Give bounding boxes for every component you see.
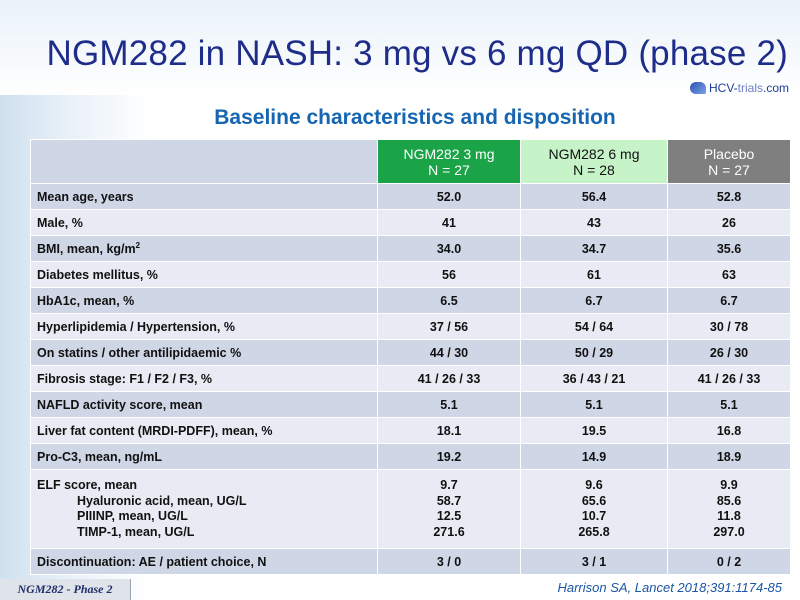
table-row: HbA1c, mean, % 6.5 6.7 6.7	[30, 287, 791, 314]
header-ngm282-6mg: NGM282 6 mg N = 28	[520, 139, 668, 184]
cell-placebo: 18.9	[667, 443, 791, 470]
table-row: Hyperlipidemia / Hypertension, % 37 / 56…	[30, 313, 791, 340]
cell-3mg: 6.5	[377, 287, 521, 314]
cell-6mg: 50 / 29	[520, 339, 668, 366]
row-label: BMI, mean, kg/m2	[30, 235, 378, 262]
slide-subtitle: Baseline characteristics and disposition	[214, 106, 616, 129]
cell-placebo: 26	[667, 209, 791, 236]
cell-6mg: 14.9	[520, 443, 668, 470]
cell-placebo: 41 / 26 / 33	[667, 365, 791, 392]
row-label: Diabetes mellitus, %	[30, 261, 378, 288]
cell-placebo: 30 / 78	[667, 313, 791, 340]
row-label: ELF score, mean Hyaluronic acid, mean, U…	[30, 469, 378, 549]
row-label: Liver fat content (MRDI-PDFF), mean, %	[30, 417, 378, 444]
elf-sub-label: TIMP-1, mean, UG/L	[77, 524, 195, 539]
cell-3mg: 41 / 26 / 33	[377, 365, 521, 392]
row-label: HbA1c, mean, %	[30, 287, 378, 314]
cell-placebo: 16.8	[667, 417, 791, 444]
row-label: On statins / other antilipidaemic %	[30, 339, 378, 366]
cell-3mg: 19.2	[377, 443, 521, 470]
table-row: Discontinuation: AE / patient choice, N …	[30, 548, 791, 575]
cell-6mg: 5.1	[520, 391, 668, 418]
row-label: Hyperlipidemia / Hypertension, %	[30, 313, 378, 340]
hcv-trials-logo: HCV-trials.com	[690, 78, 789, 98]
row-label: Fibrosis stage: F1 / F2 / F3, %	[30, 365, 378, 392]
citation: Harrison SA, Lancet 2018;391:1174-85	[557, 580, 782, 595]
cell-3mg: 3 / 0	[377, 548, 521, 575]
table-row: Male, % 41 43 26	[30, 209, 791, 236]
elf-sub-label: PIIINP, mean, UG/L	[77, 509, 188, 523]
row-label: Discontinuation: AE / patient choice, N	[30, 548, 378, 575]
header-ngm282-3mg: NGM282 3 mg N = 27	[377, 139, 521, 184]
cell-placebo: 0 / 2	[667, 548, 791, 575]
table-row: Mean age, years 52.0 56.4 52.8	[30, 183, 791, 210]
logo-mark-icon	[690, 82, 706, 94]
background-top-gradient	[0, 0, 800, 95]
cell-6mg: 9.6 65.6 10.7 265.8	[520, 469, 668, 549]
cell-3mg: 9.7 58.7 12.5 271.6	[377, 469, 521, 549]
cell-placebo: 5.1	[667, 391, 791, 418]
header-corner-cell	[30, 139, 378, 184]
cell-6mg: 19.5	[520, 417, 668, 444]
logo-text: HCV-trials.com	[709, 81, 790, 95]
elf-sub-label: Hyaluronic acid, mean, UG/L	[77, 493, 247, 508]
cell-6mg: 61	[520, 261, 668, 288]
cell-placebo: 52.8	[667, 183, 791, 210]
cell-6mg: 56.4	[520, 183, 668, 210]
cell-6mg: 43	[520, 209, 668, 236]
cell-3mg: 52.0	[377, 183, 521, 210]
table-row: Fibrosis stage: F1 / F2 / F3, % 41 / 26 …	[30, 365, 791, 392]
cell-3mg: 5.1	[377, 391, 521, 418]
superscript: 2	[135, 240, 141, 250]
cell-3mg: 41	[377, 209, 521, 236]
table-header-row: NGM282 3 mg N = 27 NGM282 6 mg N = 28 Plac…	[30, 139, 791, 184]
cell-3mg: 18.1	[377, 417, 521, 444]
cell-6mg: 54 / 64	[520, 313, 668, 340]
cell-3mg: 56	[377, 261, 521, 288]
cell-3mg: 44 / 30	[377, 339, 521, 366]
cell-placebo: 6.7	[667, 287, 791, 314]
cell-6mg: 6.7	[520, 287, 668, 314]
cell-placebo: 63	[667, 261, 791, 288]
cell-3mg: 37 / 56	[377, 313, 521, 340]
table-row: BMI, mean, kg/m2 34.0 34.7 35.6	[30, 235, 791, 262]
row-label: Male, %	[30, 209, 378, 236]
cell-3mg: 34.0	[377, 235, 521, 262]
cell-placebo: 35.6	[667, 235, 791, 262]
header-placebo: Placebo N = 27	[667, 139, 791, 184]
row-label: Pro-C3, mean, ng/mL	[30, 443, 378, 470]
cell-placebo: 26 / 30	[667, 339, 791, 366]
cell-6mg: 3 / 1	[520, 548, 668, 575]
row-label: NAFLD activity score, mean	[30, 391, 378, 418]
footer-tag: NGM282 - Phase 2	[0, 579, 131, 600]
cell-6mg: 36 / 43 / 21	[520, 365, 668, 392]
slide-title: NGM282 in NASH: 3 mg vs 6 mg QD (phase 2…	[46, 34, 788, 73]
table-row-elf: ELF score, mean Hyaluronic acid, mean, U…	[30, 469, 791, 549]
table-row: NAFLD activity score, mean 5.1 5.1 5.1	[30, 391, 791, 418]
table-row: Liver fat content (MRDI-PDFF), mean, % 1…	[30, 417, 791, 444]
elf-label: ELF score, mean	[37, 478, 138, 492]
baseline-table: NGM282 3 mg N = 27 NGM282 6 mg N = 28 Plac…	[30, 139, 791, 575]
table-row: Diabetes mellitus, % 56 61 63	[30, 261, 791, 288]
cell-6mg: 34.7	[520, 235, 668, 262]
table-row: Pro-C3, mean, ng/mL 19.2 14.9 18.9	[30, 443, 791, 470]
row-label: Mean age, years	[30, 183, 378, 210]
cell-placebo: 9.9 85.6 11.8 297.0	[667, 469, 791, 549]
table-row: On statins / other antilipidaemic % 44 /…	[30, 339, 791, 366]
